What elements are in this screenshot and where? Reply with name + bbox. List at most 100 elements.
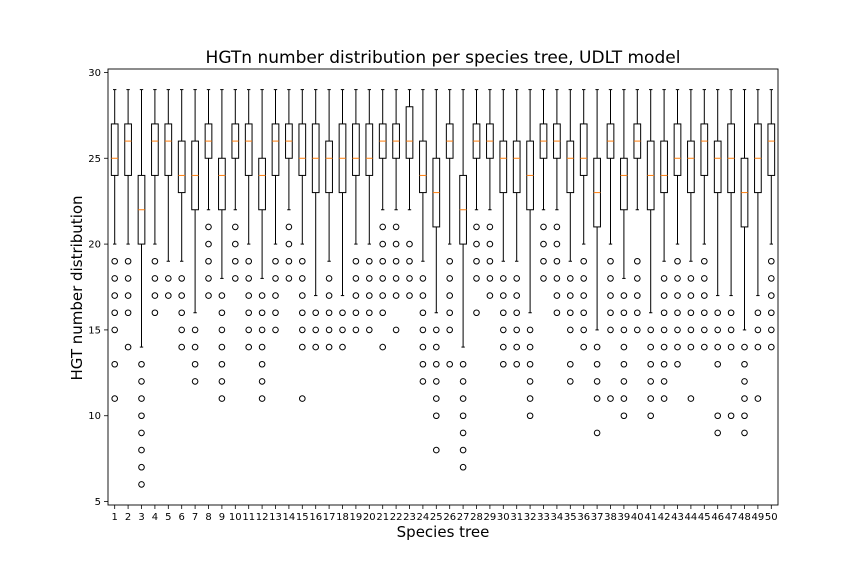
outlier-point <box>459 412 467 420</box>
outlier-point <box>325 343 333 351</box>
outlier-point <box>339 309 346 317</box>
outlier-point <box>741 360 748 368</box>
outlier-point <box>674 275 681 282</box>
outlier-point <box>299 275 306 282</box>
outlier-point <box>379 309 387 317</box>
outlier-point <box>138 446 145 454</box>
outlier-point <box>258 378 266 385</box>
outlier-point <box>151 309 159 317</box>
outlier-point <box>138 395 145 402</box>
outlier-point <box>473 257 480 265</box>
outlier-point <box>459 395 467 402</box>
box-iqr <box>177 140 186 194</box>
outlier-point <box>754 395 762 402</box>
outlier-point <box>124 292 132 299</box>
outlier-point <box>714 412 722 420</box>
outlier-point <box>593 360 601 368</box>
x-tick-label: 48 <box>738 512 751 523</box>
outlier-point <box>339 326 346 334</box>
outlier-point <box>607 309 614 317</box>
outlier-point <box>634 275 641 282</box>
outlier-point <box>660 378 668 385</box>
outlier-point <box>245 326 252 334</box>
box-iqr <box>419 140 427 194</box>
x-tick-label: 43 <box>671 512 684 523</box>
outlier-point <box>660 360 668 368</box>
outlier-point <box>647 395 655 402</box>
outlier-point <box>741 395 748 402</box>
outlier-point <box>754 326 762 334</box>
y-tick-label: 10 <box>88 411 101 422</box>
outlier-point <box>111 326 118 334</box>
x-tick-label: 15 <box>296 512 309 523</box>
outlier-point <box>660 343 668 351</box>
outlier-point <box>446 257 454 265</box>
outlier-point <box>379 343 387 351</box>
outlier-point <box>687 326 695 334</box>
outlier-point <box>607 257 614 265</box>
outlier-point <box>634 292 641 299</box>
x-tick-label: 13 <box>269 512 282 523</box>
plot-frame <box>107 68 779 506</box>
outlier-point <box>593 378 601 385</box>
outlier-point <box>138 463 145 471</box>
outlier-point <box>620 326 628 334</box>
x-tick-label: 5 <box>165 512 171 523</box>
outlier-point <box>607 275 614 282</box>
y-tick-label: 15 <box>88 325 101 336</box>
x-tick-label: 31 <box>510 512 523 523</box>
outlier-point <box>352 257 360 265</box>
outlier-point <box>111 275 118 282</box>
outlier-point <box>433 446 440 454</box>
outlier-point <box>111 360 118 368</box>
outlier-point <box>580 326 588 334</box>
outlier-point <box>325 309 333 317</box>
outlier-point <box>540 223 547 231</box>
outlier-point <box>151 257 159 265</box>
outlier-point <box>392 275 400 282</box>
outlier-point <box>352 309 360 317</box>
outlier-point <box>392 223 400 231</box>
outlier-point <box>151 275 159 282</box>
box-iqr <box>579 123 588 176</box>
outlier-point <box>379 275 387 282</box>
outlier-point <box>553 292 561 299</box>
outlier-point <box>299 292 306 299</box>
outlier-point <box>593 429 601 437</box>
outlier-point <box>299 395 306 402</box>
outlier-point <box>567 360 574 368</box>
outlier-point <box>366 309 373 317</box>
outlier-point <box>433 360 440 368</box>
x-tick-label: 46 <box>711 512 724 523</box>
outlier-point <box>513 343 521 351</box>
outlier-point <box>379 240 387 248</box>
outlier-point <box>540 257 547 265</box>
outlier-point <box>111 309 118 317</box>
outlier-point <box>151 292 159 299</box>
outlier-point <box>620 292 628 299</box>
outlier-point <box>272 309 279 317</box>
outlier-point <box>553 309 561 317</box>
x-tick-label: 41 <box>644 512 657 523</box>
outlier-point <box>714 343 722 351</box>
y-tick-label: 25 <box>88 154 101 165</box>
outlier-point <box>406 292 413 299</box>
outlier-point <box>312 326 320 334</box>
outlier-point <box>245 292 252 299</box>
box-iqr <box>673 123 682 176</box>
outlier-point <box>607 326 614 334</box>
outlier-point <box>366 275 373 282</box>
outlier-point <box>419 378 427 385</box>
outlier-point <box>727 343 735 351</box>
outlier-point <box>245 343 252 351</box>
outlier-point <box>165 292 172 299</box>
outlier-point <box>406 275 413 282</box>
x-tick-label: 9 <box>219 512 225 523</box>
y-tick-label: 30 <box>88 68 101 79</box>
outlier-point <box>473 309 480 317</box>
outlier-point <box>419 309 427 317</box>
outlier-point <box>647 412 655 420</box>
outlier-point <box>513 326 521 334</box>
